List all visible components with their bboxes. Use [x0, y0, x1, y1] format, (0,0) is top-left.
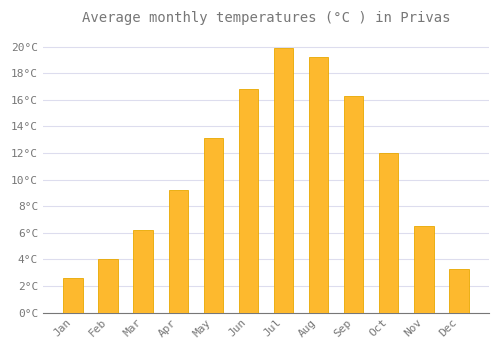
Bar [379, 153, 398, 313]
Bar [344, 96, 364, 313]
Bar [309, 57, 328, 313]
Bar [274, 48, 293, 313]
Bar [134, 230, 152, 313]
Bar [98, 259, 117, 313]
Bar [414, 226, 434, 313]
Bar [168, 190, 188, 313]
Bar [63, 278, 82, 313]
Bar [450, 269, 468, 313]
Bar [204, 138, 223, 313]
Bar [238, 89, 258, 313]
Title: Average monthly temperatures (°C ) in Privas: Average monthly temperatures (°C ) in Pr… [82, 11, 450, 25]
